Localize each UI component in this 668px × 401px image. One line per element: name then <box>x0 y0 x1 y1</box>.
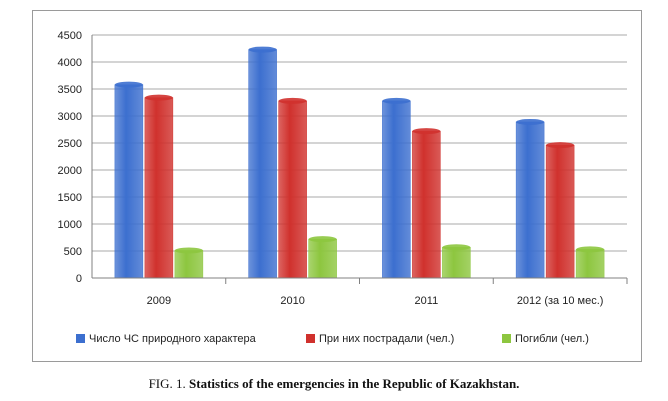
bar-top <box>516 118 545 125</box>
x-tick-label: 2012 (за 10 мес.) <box>517 295 604 307</box>
bar-top <box>278 97 307 104</box>
bar-top <box>144 94 173 101</box>
bar <box>412 130 441 279</box>
y-tick-label: 4500 <box>58 30 82 42</box>
legend-swatch <box>502 334 511 343</box>
y-tick-label: 4000 <box>58 57 82 69</box>
y-axis: 0 500 1000 1500 2000 2500 3000 3500 4000 4500 <box>58 30 93 285</box>
bar <box>174 250 204 279</box>
legend-label: Погибли (чел.) <box>515 333 589 345</box>
y-tick-label: 3500 <box>58 84 82 96</box>
y-tick-label: 1000 <box>58 219 82 231</box>
bar-top <box>442 244 471 251</box>
bar <box>308 238 337 279</box>
legend: Число ЧС природного характера При них пос… <box>76 333 589 345</box>
bars <box>114 46 605 279</box>
bar <box>515 121 545 279</box>
y-tick-label: 2000 <box>58 165 82 177</box>
legend-swatch <box>306 334 315 343</box>
legend-label: Число ЧС природного характера <box>89 333 257 345</box>
bar-top <box>248 46 277 53</box>
x-axis: 2009 2010 2011 2012 (за 10 мес.) <box>92 277 628 307</box>
x-tick-label: 2009 <box>147 295 171 307</box>
bar <box>278 100 307 279</box>
bar <box>575 249 605 279</box>
bar <box>114 84 144 279</box>
bar-top <box>382 97 411 104</box>
bar <box>144 97 174 279</box>
bar-top <box>174 247 203 254</box>
bar-top <box>546 142 575 149</box>
y-tick-label: 1500 <box>58 192 82 204</box>
y-tick-label: 0 <box>76 273 82 285</box>
bar-top <box>308 236 337 243</box>
bar-top <box>576 246 605 253</box>
y-tick-label: 2500 <box>58 138 82 150</box>
bar-top <box>114 81 143 88</box>
y-tick-label: 500 <box>64 246 82 258</box>
bar <box>382 100 411 279</box>
bar-top <box>412 128 441 135</box>
x-tick-label: 2011 <box>415 295 439 307</box>
caption-prefix: FIG. 1. <box>148 376 186 391</box>
bar <box>248 49 277 279</box>
figure-caption: FIG. 1. Statistics of the emergencies in… <box>0 376 668 392</box>
bar <box>442 246 471 279</box>
bar <box>545 144 575 279</box>
y-tick-label: 3000 <box>58 111 82 123</box>
bar-chart: 0 500 1000 1500 2000 2500 3000 3500 4000 4500 200… <box>58 30 628 345</box>
x-tick-label: 2010 <box>280 295 304 307</box>
legend-swatch <box>76 334 85 343</box>
caption-text: Statistics of the emergencies in the Rep… <box>189 376 520 391</box>
legend-label: При них пострадали (чел.) <box>319 333 454 345</box>
